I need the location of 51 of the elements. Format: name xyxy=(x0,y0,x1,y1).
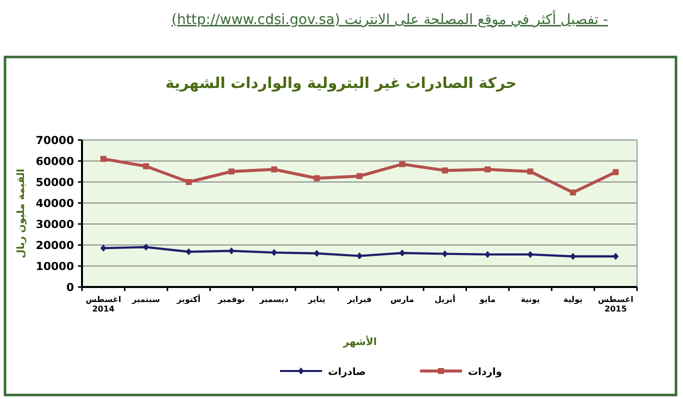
point xyxy=(484,250,491,258)
x-tick-label: أبريل xyxy=(434,294,456,304)
x-tick-label: يناير xyxy=(307,295,326,304)
point xyxy=(612,252,619,260)
point xyxy=(356,252,362,260)
x-tick-label: ديسمبر xyxy=(258,295,289,304)
point xyxy=(228,247,234,254)
point xyxy=(399,249,406,256)
y-tick-label: 30000 xyxy=(36,218,74,231)
y-tick-label: 40000 xyxy=(36,197,74,210)
point xyxy=(527,250,534,258)
point xyxy=(570,252,576,260)
point xyxy=(100,244,106,252)
point xyxy=(228,168,234,174)
point xyxy=(356,173,362,180)
point xyxy=(442,167,448,174)
y-axis-title: القيمة مليون ريال xyxy=(16,168,27,258)
y-tick-label: 0 xyxy=(66,281,74,294)
legend-label: صادرات xyxy=(328,367,366,378)
point xyxy=(143,163,150,170)
y-tick-label: 60000 xyxy=(36,155,74,168)
point xyxy=(399,161,406,168)
point xyxy=(442,250,448,258)
x-tick-label: أكتوبر xyxy=(176,294,201,304)
x-axis-title: الأشهر xyxy=(342,335,377,348)
point xyxy=(484,166,491,172)
point xyxy=(314,175,320,182)
y-tick-label: 70000 xyxy=(36,134,74,147)
x-tick-label: مايو xyxy=(478,295,496,304)
x-tick-label: مارس xyxy=(390,295,414,304)
point xyxy=(271,249,278,256)
point xyxy=(314,250,320,257)
point xyxy=(271,166,278,172)
x-tick-label: يونية xyxy=(520,295,540,304)
point xyxy=(527,168,534,174)
x-tick-label: سبتمبر xyxy=(131,295,160,304)
y-tick-label: 50000 xyxy=(36,176,74,189)
y-tick-label: 20000 xyxy=(36,239,74,252)
text: - تفصيل أكثر في موقع المصلحة على الانترنت (http://www.cdsi.gov.sa) xyxy=(172,10,608,28)
chart-title: حركة الصادرات غير البترولية والواردات الشهرية xyxy=(165,74,517,92)
x-tick-label: يولية xyxy=(563,295,583,304)
point xyxy=(570,190,576,196)
point xyxy=(186,248,192,256)
y-tick-label: 10000 xyxy=(36,260,74,273)
x-tick-label: فبراير xyxy=(346,295,372,304)
point xyxy=(612,169,619,176)
x-tick-label: نوفمبر xyxy=(216,295,245,304)
point xyxy=(186,179,192,185)
point xyxy=(143,244,150,251)
legend-label: واردات xyxy=(468,367,502,378)
point xyxy=(100,156,106,162)
